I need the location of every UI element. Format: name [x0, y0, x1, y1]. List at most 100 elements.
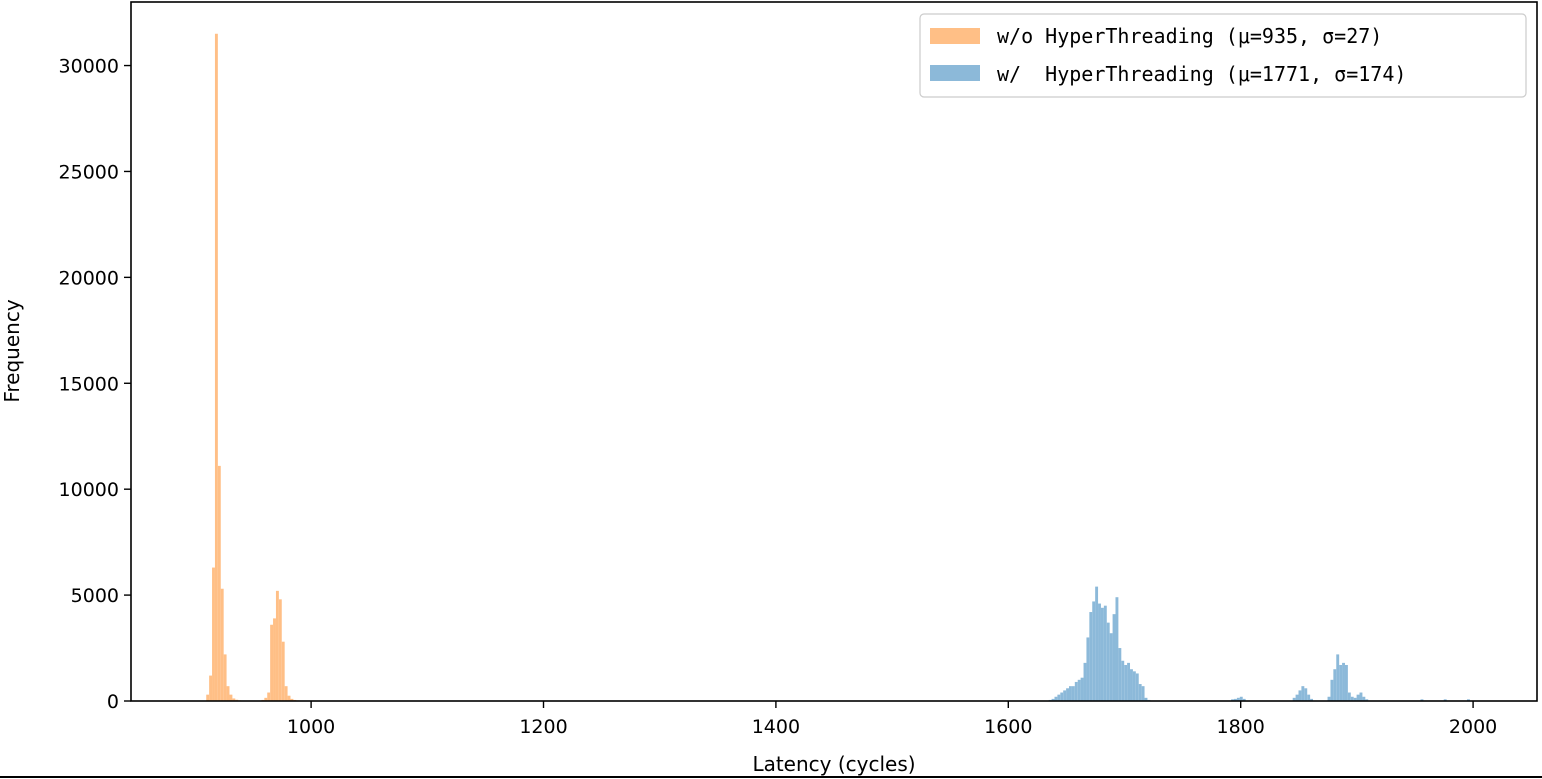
histogram-bar	[1071, 686, 1075, 701]
histogram-bar	[1132, 671, 1136, 701]
histogram-bar	[278, 599, 282, 701]
histogram-bar	[1092, 601, 1096, 701]
x-tick-labels: 1000 1200 1400 1600 1800 2000	[287, 716, 1497, 738]
legend-swatch-orange	[930, 28, 980, 44]
histogram-bar	[1236, 697, 1240, 701]
x-tick-label: 1000	[287, 716, 335, 738]
legend-frame	[919, 13, 1527, 98]
x-tick-label: 1200	[519, 716, 567, 738]
histogram-bar	[1118, 648, 1122, 701]
histogram-bar	[226, 686, 230, 701]
histogram-bar	[1051, 698, 1055, 701]
x-tick-label: 1800	[1217, 716, 1265, 738]
x-tick-label: 2000	[1449, 716, 1497, 738]
histogram-bar	[1304, 688, 1308, 701]
histogram-bar	[1130, 669, 1133, 701]
histogram-bar	[1443, 699, 1447, 701]
x-axis-label: Latency (cycles)	[752, 752, 915, 776]
histogram-bar	[1083, 662, 1087, 701]
y-tick-label: 15000	[59, 373, 119, 395]
histogram-bar	[206, 694, 210, 701]
histogram-bar	[1231, 699, 1235, 701]
y-tick-label: 25000	[59, 161, 119, 183]
histogram-bar	[1234, 698, 1237, 701]
histogram-bar	[1310, 698, 1314, 701]
histogram-bar	[1066, 688, 1070, 701]
y-tick-label: 5000	[71, 585, 119, 607]
histogram-bar	[209, 675, 213, 701]
y-tick-label: 30000	[59, 56, 119, 78]
histogram-bar	[1127, 662, 1131, 701]
histogram-bar	[1365, 699, 1369, 701]
y-tick-label: 20000	[59, 267, 119, 289]
histogram-bar	[1080, 677, 1084, 701]
histogram-bar	[1063, 690, 1067, 701]
legend-label-with-hyperthreading: w/ HyperThreading (μ=1771, σ=174)	[997, 62, 1406, 86]
histogram-bar	[1057, 694, 1061, 701]
histogram-bar	[1095, 586, 1099, 701]
legend-swatch-blue	[930, 65, 980, 81]
histogram-bar	[1333, 669, 1337, 701]
histogram-bar	[284, 686, 288, 701]
histogram-bar	[1100, 607, 1104, 701]
histogram-bar	[229, 694, 233, 701]
x-tick-label: 1600	[984, 716, 1032, 738]
axis-ticks	[124, 64, 1474, 708]
series-without-hyperthreading	[206, 33, 308, 702]
histogram-bar	[212, 567, 215, 701]
histogram-bar	[1336, 654, 1340, 701]
histogram-bar	[1089, 612, 1093, 701]
histogram-bar	[1330, 679, 1334, 701]
histogram-bar	[223, 654, 227, 701]
bottom-border	[0, 776, 1542, 778]
histogram-bar	[1103, 605, 1107, 701]
histogram-bar	[1086, 637, 1090, 701]
histogram-bar	[270, 624, 274, 701]
histogram-bar	[290, 698, 294, 701]
y-axis-label: Frequency	[0, 299, 24, 402]
histogram-bar	[1106, 622, 1110, 701]
histogram-bar	[273, 618, 276, 701]
histogram-bar	[1350, 696, 1354, 701]
histogram-bar	[1420, 699, 1424, 701]
histogram-bar	[1362, 696, 1366, 701]
histogram-bar	[1347, 692, 1351, 701]
histogram-bar	[267, 692, 271, 701]
histogram-bar	[1121, 660, 1125, 701]
histogram-bar	[264, 697, 268, 701]
histogram-bar	[1342, 662, 1345, 701]
histogram-bar	[214, 33, 218, 701]
histogram-bar	[275, 590, 279, 701]
histogram-bar	[1115, 597, 1119, 701]
histogram-bar	[1074, 681, 1078, 701]
y-tick-label: 10000	[59, 479, 119, 501]
histogram-bar	[1144, 697, 1148, 701]
histogram-bar	[1135, 673, 1139, 701]
histogram-bar	[1077, 679, 1081, 701]
histogram-bar	[1112, 614, 1116, 701]
histogram-bar	[1060, 692, 1064, 701]
plot-frame	[130, 1, 1538, 702]
y-tick-labels: 0 5000 10000 15000 20000 25000 30000	[59, 56, 119, 713]
histogram-bar	[1124, 664, 1128, 701]
histogram-bar	[1292, 697, 1296, 701]
histogram-bar	[1327, 696, 1331, 701]
histogram-bar	[217, 465, 221, 701]
histogram-bar	[1141, 686, 1145, 701]
histogram-bar	[232, 698, 236, 701]
histogram-bar	[220, 588, 224, 701]
series-with-hyperthreading	[1048, 586, 1470, 701]
x-tick-label: 1400	[752, 716, 800, 738]
histogram-bar	[1242, 698, 1246, 701]
legend-label-without-hyperthreading: w/o HyperThreading (μ=935, σ=27)	[997, 24, 1382, 48]
histogram-bar	[1339, 664, 1343, 701]
histogram-bar	[1138, 684, 1142, 701]
histogram-bar	[1359, 692, 1363, 701]
histogram-bar	[1353, 697, 1357, 701]
legend: w/o HyperThreading (μ=935, σ=27) w/ Hype…	[919, 13, 1527, 98]
y-tick-label: 0	[107, 691, 119, 713]
histogram-bar	[287, 695, 291, 701]
histogram-bar	[281, 641, 285, 701]
histogram-bar	[1109, 633, 1113, 701]
